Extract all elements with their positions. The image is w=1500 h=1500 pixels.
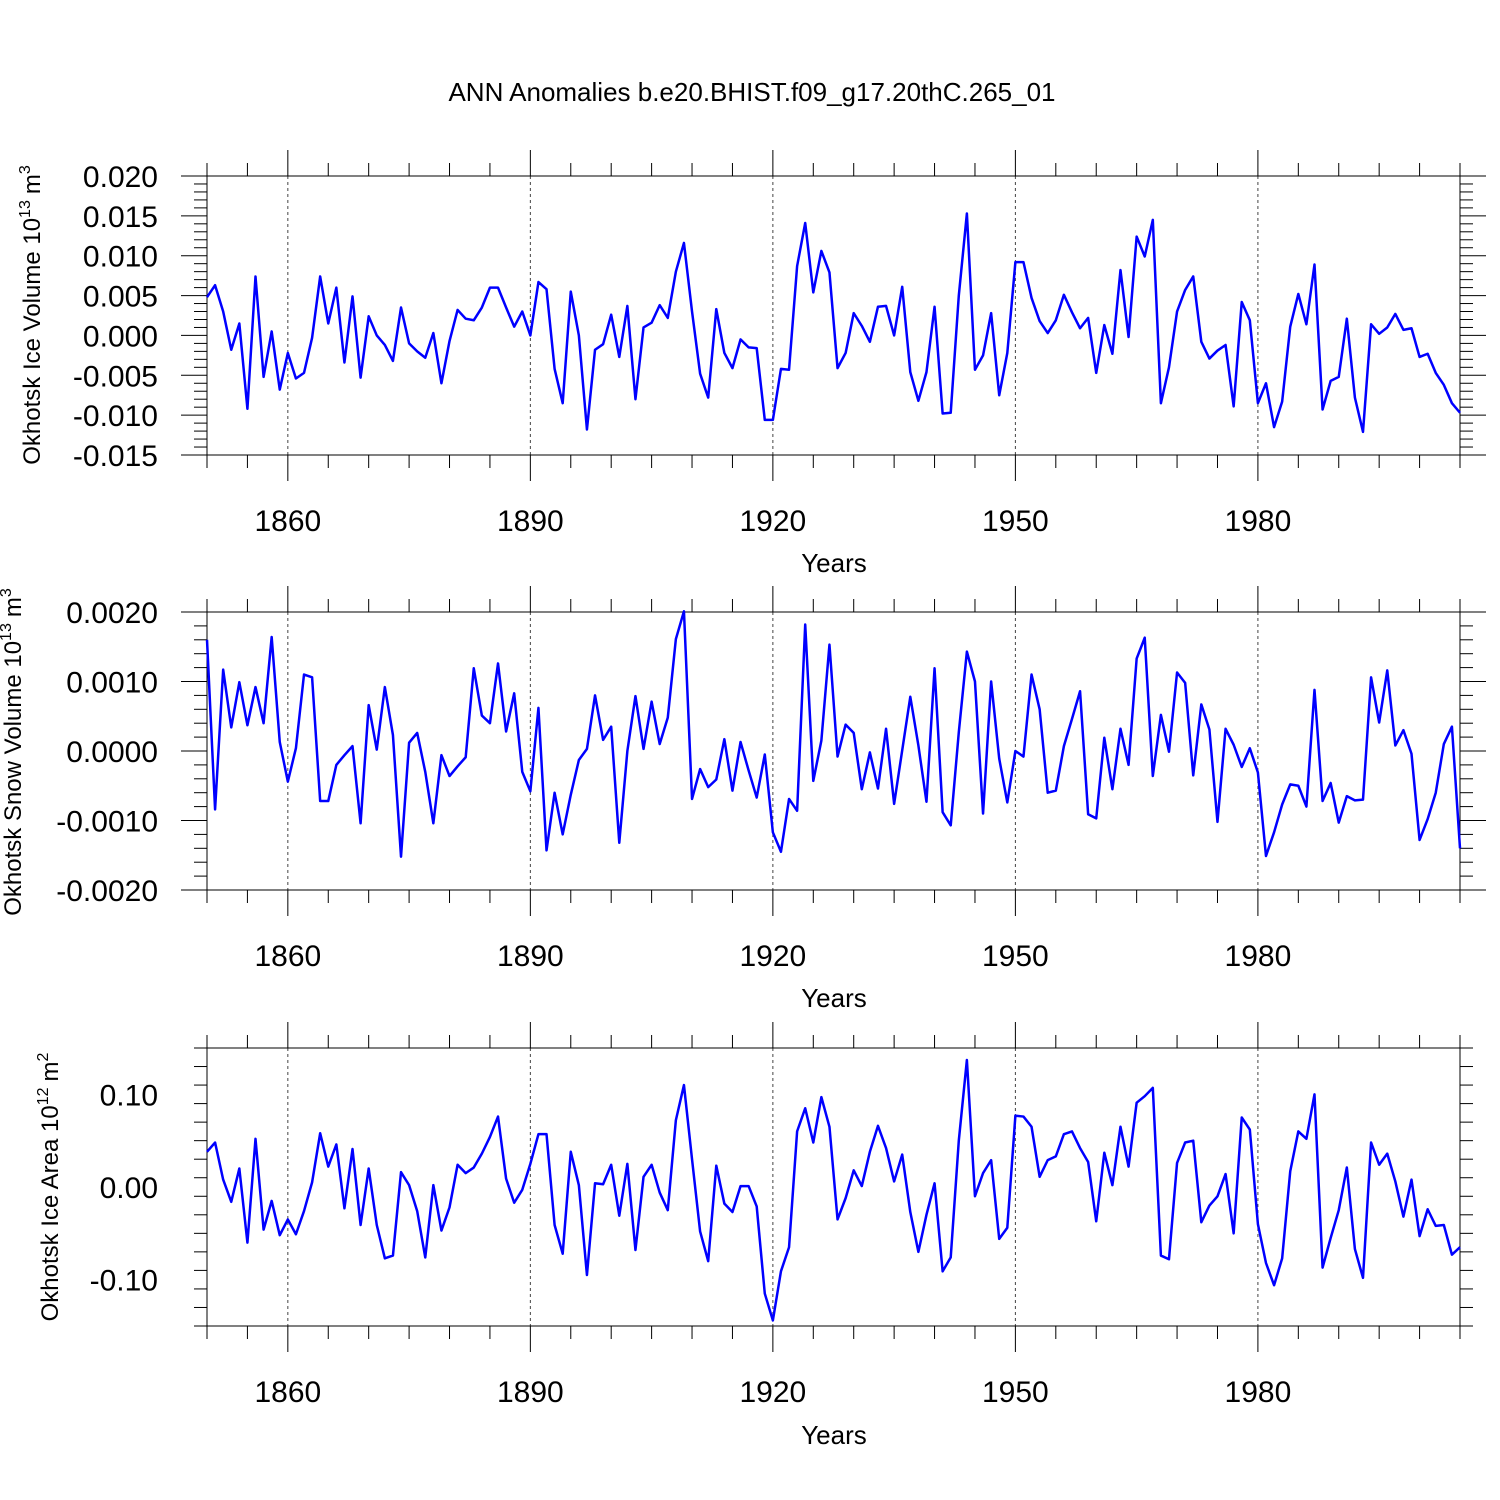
xtick-label-ice-area-1920: 1920 bbox=[739, 1376, 806, 1409]
series-line-ice-area bbox=[206, 1058, 1461, 1322]
xtick-label-ice-area-1890: 1890 bbox=[497, 1376, 564, 1409]
xtick-label-ice-volume-1980: 1980 bbox=[1225, 505, 1292, 538]
series-line-snow-volume bbox=[205, 610, 1462, 858]
xtick-label-ice-volume-1950: 1950 bbox=[982, 505, 1049, 538]
xtick-label-ice-volume-1860: 1860 bbox=[254, 505, 321, 538]
xlabel-ice-area: Years bbox=[801, 1420, 867, 1450]
plot-frame-ice-volume bbox=[206, 175, 1461, 456]
ylabel-ice-area-text: Okhotsk Ice Area 10 bbox=[37, 1105, 64, 1321]
ylabel-ice-area: Okhotsk Ice Area 1012 m2 bbox=[35, 1052, 64, 1321]
ytick-label-ice-area-1: 0.00 bbox=[100, 1172, 158, 1205]
panel-ice-area: Okhotsk Ice Area 1012 m2 Years 1860 1890 19… bbox=[35, 1022, 1473, 1450]
ytick-label-snow-volume-4: 0.0020 bbox=[66, 597, 158, 630]
xtick-label-snow-volume-1860: 1860 bbox=[254, 940, 321, 973]
ytick-label-ice-area-2: 0.10 bbox=[100, 1079, 158, 1112]
panel-snow-volume: Okhotsk Snow Volume 1013 m3 Years 1860 189… bbox=[0, 586, 1486, 1013]
ytick-label-ice-volume-6: 0.015 bbox=[83, 201, 158, 234]
series-line-ice-volume bbox=[205, 212, 1461, 434]
xtick-label-ice-area-1950: 1950 bbox=[982, 1376, 1049, 1409]
xtick-label-snow-volume-1920: 1920 bbox=[739, 940, 806, 973]
xtick-label-snow-volume-1980: 1980 bbox=[1225, 940, 1292, 973]
panel-ice-volume: Okhotsk Ice Volume 1013 m3 Years 1860 1890… bbox=[17, 150, 1486, 578]
xtick-label-ice-area-1980: 1980 bbox=[1225, 1376, 1292, 1409]
xlabel-snow-volume: Years bbox=[801, 983, 867, 1013]
xtick-label-snow-volume-1950: 1950 bbox=[982, 940, 1049, 973]
ytick-label-ice-volume-5: 0.010 bbox=[83, 241, 158, 274]
ytick-label-ice-volume-0: -0.015 bbox=[73, 440, 158, 473]
ylabel-ice-volume: Okhotsk Ice Volume 1013 m3 bbox=[17, 165, 46, 465]
ylabel-ice-area-unit: m bbox=[37, 1061, 64, 1081]
ylabel-ice-area-pow: 2 bbox=[35, 1052, 52, 1061]
ylabel-snow-volume-text: Okhotsk Snow Volume 10 bbox=[0, 641, 27, 916]
ytick-label-ice-volume-3: 0.000 bbox=[83, 320, 158, 353]
ylabel-ice-volume-unit: m bbox=[19, 174, 46, 194]
plot-frame-ice-area bbox=[206, 1047, 1461, 1327]
xtick-label-snow-volume-1890: 1890 bbox=[497, 940, 564, 973]
ylabel-ice-area-exp: 12 bbox=[35, 1087, 52, 1105]
ylabel-ice-volume-pow: 3 bbox=[17, 165, 34, 174]
ytick-label-snow-volume-0: -0.0020 bbox=[56, 875, 158, 908]
ylabel-snow-volume: Okhotsk Snow Volume 1013 m3 bbox=[0, 588, 27, 916]
ylabel-snow-volume-exp: 13 bbox=[0, 623, 15, 641]
ylabel-snow-volume-unit: m bbox=[0, 597, 27, 617]
xlabel-ice-volume: Years bbox=[801, 548, 867, 578]
ylabel-ice-volume-exp: 13 bbox=[17, 200, 34, 218]
ytick-label-snow-volume-1: -0.0010 bbox=[56, 806, 158, 839]
ylabel-ice-volume-text: Okhotsk Ice Volume 10 bbox=[19, 218, 46, 465]
figure-title: ANN Anomalies b.e20.BHIST.f09_g17.20thC.… bbox=[448, 77, 1055, 107]
ytick-label-ice-area-0: -0.10 bbox=[90, 1265, 158, 1298]
ytick-label-ice-volume-4: 0.005 bbox=[83, 281, 158, 314]
ytick-label-snow-volume-2: 0.0000 bbox=[66, 736, 158, 769]
ylabel-snow-volume-pow: 3 bbox=[0, 588, 15, 597]
xtick-label-ice-volume-1890: 1890 bbox=[497, 505, 564, 538]
xtick-label-ice-volume-1920: 1920 bbox=[739, 505, 806, 538]
ytick-label-ice-volume-2: -0.005 bbox=[73, 360, 158, 393]
ytick-label-ice-volume-1: -0.010 bbox=[73, 400, 158, 433]
ytick-label-ice-volume-7: 0.020 bbox=[83, 161, 158, 194]
xtick-label-ice-area-1860: 1860 bbox=[254, 1376, 321, 1409]
ytick-label-snow-volume-3: 0.0010 bbox=[66, 667, 158, 700]
